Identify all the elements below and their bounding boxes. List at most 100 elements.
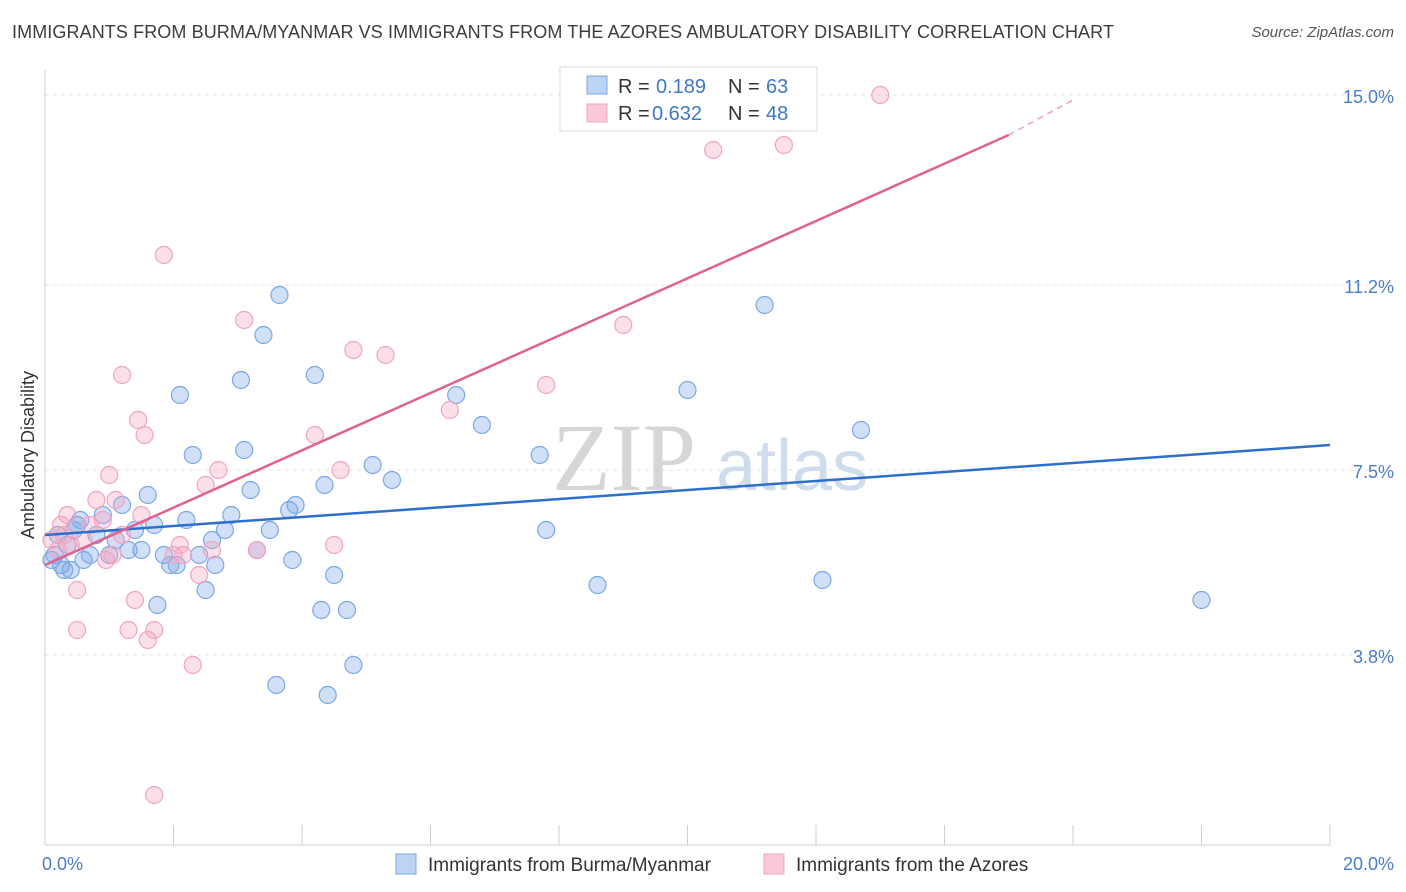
point-azores — [331, 460, 350, 480]
point-azores — [202, 540, 222, 560]
legend-n-value-azores: 48 — [766, 103, 788, 125]
bottom-legend: Immigrants from Burma/Myanmar Immigrants… — [395, 853, 1028, 876]
point-burma — [325, 565, 344, 585]
point-burma — [154, 545, 173, 565]
point-burma — [1192, 590, 1211, 610]
legend-swatch-burma — [586, 75, 608, 95]
legend-n-label-burma: N = — [728, 76, 760, 98]
point-azores — [119, 620, 138, 640]
point-burma — [202, 530, 222, 550]
point-burma — [305, 365, 324, 385]
point-burma — [267, 675, 286, 695]
point-azores — [170, 535, 190, 555]
point-azores — [440, 400, 459, 420]
legend-r-value-burma: 0.189 — [656, 76, 706, 98]
point-burma — [588, 575, 607, 595]
point-azores — [145, 785, 164, 805]
point-azores — [871, 85, 890, 105]
point-burma — [254, 325, 273, 345]
point-burma — [318, 685, 337, 705]
x-axis-ticks — [44, 825, 1331, 845]
x-tick-labels: 0.0% 20.0% — [42, 854, 1394, 874]
y-axis-title: Ambulatory Disability — [18, 371, 38, 539]
point-burma — [260, 520, 279, 540]
point-azores — [145, 620, 164, 640]
point-burma — [170, 385, 190, 405]
point-azores — [774, 135, 793, 155]
point-burma — [312, 600, 331, 620]
point-azores — [614, 315, 633, 335]
watermark-zip: ZIP — [552, 404, 696, 511]
y-tick-labels: 3.8% 7.5% 11.2% 15.0% — [1343, 87, 1394, 667]
point-azores — [68, 580, 87, 600]
point-azores — [125, 590, 145, 610]
point-burma — [138, 485, 157, 505]
point-azores — [93, 510, 112, 530]
point-azores — [376, 345, 395, 365]
point-burma — [537, 520, 556, 540]
point-burma — [363, 455, 382, 475]
point-burma — [206, 555, 225, 575]
y-tick-label: 7.5% — [1353, 462, 1394, 482]
point-burma — [755, 295, 774, 315]
trend-line-azores-extension — [1008, 99, 1074, 136]
legend-n-value-burma: 63 — [766, 76, 788, 98]
legend-r-label-burma: R = — [618, 76, 650, 98]
chart-title: IMMIGRANTS FROM BURMA/MYANMAR VS IMMIGRA… — [12, 22, 1115, 42]
point-azores — [135, 425, 154, 445]
point-burma — [55, 560, 74, 580]
point-burma — [813, 570, 832, 590]
point-burma — [93, 505, 112, 525]
point-burma — [283, 550, 302, 570]
point-azores — [537, 375, 556, 395]
watermark-atlas: atlas — [716, 426, 868, 506]
bottom-legend-swatch-burma — [395, 853, 417, 875]
point-azores — [344, 340, 363, 360]
point-azores — [247, 540, 267, 560]
point-azores — [235, 310, 254, 330]
trend-line-burma — [44, 443, 1331, 537]
point-burma — [270, 285, 289, 305]
point-azores — [129, 410, 148, 430]
axes — [44, 70, 1331, 846]
y-tick-label: 15.0% — [1343, 87, 1394, 107]
legend-swatch-azores — [586, 103, 608, 123]
y-tick-label: 11.2% — [1344, 277, 1394, 297]
point-burma — [382, 470, 402, 490]
trend-lines — [44, 99, 1331, 567]
point-burma — [61, 560, 80, 580]
point-burma — [183, 445, 202, 465]
point-azores — [112, 365, 132, 385]
point-azores — [190, 565, 209, 585]
point-burma — [337, 600, 357, 620]
grid-lines — [45, 94, 1390, 656]
y-tick-label: 3.8% — [1353, 647, 1394, 667]
point-azores — [68, 620, 87, 640]
point-burma — [132, 540, 151, 560]
point-burma — [678, 380, 697, 400]
point-burma — [148, 595, 167, 615]
source-label: Source: ZipAtlas.com — [1251, 24, 1394, 41]
legend-r-label-azores: R = — [618, 103, 650, 125]
point-azores — [209, 460, 228, 480]
point-azores — [106, 490, 125, 510]
point-burma — [196, 580, 215, 600]
x-tick-label-min: 0.0% — [42, 854, 83, 874]
x-tick-label-max: 20.0% — [1343, 854, 1394, 874]
stats-legend: R = 0.189 N = 63 R = 0.632 N = 48 — [559, 66, 818, 132]
point-burma — [315, 475, 334, 495]
bottom-legend-swatch-azores — [763, 853, 785, 875]
point-azores — [183, 655, 202, 675]
point-azores — [154, 245, 173, 265]
point-burma — [472, 415, 491, 435]
point-burma — [161, 555, 180, 575]
point-azores — [100, 465, 119, 485]
bottom-legend-label-burma: Immigrants from Burma/Myanmar — [428, 855, 712, 876]
point-burma — [231, 370, 251, 390]
point-burma — [530, 445, 549, 465]
point-azores — [87, 490, 106, 510]
point-azores — [138, 630, 157, 650]
point-azores — [704, 140, 723, 160]
point-azores — [103, 545, 122, 565]
point-burma — [222, 505, 241, 525]
